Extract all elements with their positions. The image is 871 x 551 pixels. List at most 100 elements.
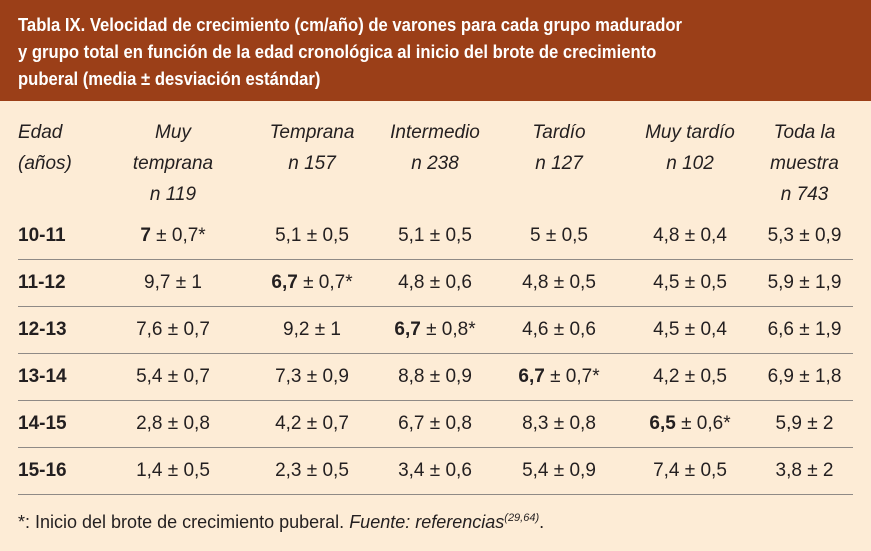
title-line: Tabla IX. Velocidad de crecimiento (cm/a… <box>18 14 683 35</box>
mean-value: 4,2 <box>653 366 680 387</box>
mean-value: 2,8 <box>136 413 163 434</box>
column-header-line: n 119 <box>149 184 197 205</box>
mean-value: 8,3 <box>522 413 549 434</box>
value-cell: 7,4 ± 0,5 <box>624 447 756 495</box>
sd-value: ± 0,6* <box>675 413 731 434</box>
value-cell: 7,6 ± 0,7 <box>98 306 248 354</box>
table-body: 10-11 7 ± 0,7* 5,1 ± 0,5 5,1 ± 0,5 5 ± 0,5 4,… <box>18 213 853 495</box>
value-cell: 7 ± 0,7* <box>98 213 248 260</box>
sd-value: ± 0,9 <box>301 366 349 387</box>
mean-value: 7,6 <box>136 319 163 340</box>
column-header-line: n 238 <box>411 153 459 174</box>
value-cell: 9,7 ± 1 <box>98 259 248 307</box>
footnote-text: *: Inicio del brote de crecimiento puber… <box>18 512 350 532</box>
column-header: Temprana n 157 <box>248 117 376 213</box>
value-cell: 7,3 ± 0,9 <box>248 353 376 401</box>
sd-value: ± 0,5 <box>679 272 727 293</box>
sd-value: ± 1 <box>170 272 202 293</box>
column-header-line: muestra <box>770 153 839 174</box>
mean-value: 4,8 <box>522 272 549 293</box>
sd-value: ± 1,9 <box>794 319 842 340</box>
mean-value: 6,7 <box>398 413 425 434</box>
sd-value: ± 0,7* <box>297 272 353 293</box>
value-cell: 5,3 ± 0,9 <box>756 213 853 260</box>
column-header: Tardío n 127 <box>494 117 624 213</box>
footnote-source: Fuente: referencias(29,64) <box>349 512 539 532</box>
age-cell: 12-13 <box>18 306 98 354</box>
mean-value: 7,4 <box>653 460 680 481</box>
mean-value: 5,1 <box>398 225 425 246</box>
mean-value: 9,2 <box>283 319 310 340</box>
value-cell: 8,8 ± 0,9 <box>376 353 494 401</box>
sd-value: ± 0,9 <box>548 460 596 481</box>
value-cell: 3,8 ± 2 <box>756 447 853 495</box>
mean-value: 5,9 <box>775 413 802 434</box>
sd-value: ± 0,6 <box>424 272 472 293</box>
sd-value: ± 0,8 <box>162 413 210 434</box>
value-cell: 5,1 ± 0,5 <box>248 213 376 260</box>
table-row: 11-12 9,7 ± 1 6,7 ± 0,7* 4,8 ± 0,6 4,8 ± 0,5… <box>18 259 853 307</box>
title-line: puberal (media ± desviación estándar) <box>18 68 321 89</box>
footnote-end: . <box>539 512 545 532</box>
sd-value: ± 0,7* <box>544 366 600 387</box>
age-cell: 13-14 <box>18 353 98 401</box>
sd-value: ± 0,5 <box>424 225 472 246</box>
table-row: 15-16 1,4 ± 0,5 2,3 ± 0,5 3,4 ± 0,6 5,4 ± 0,… <box>18 447 853 495</box>
column-header: Intermedio n 238 <box>376 117 494 213</box>
column-header: Toda la muestra n 743 <box>756 117 853 213</box>
table-row: 14-15 2,8 ± 0,8 4,2 ± 0,7 6,7 ± 0,8 8,3 ± 0,… <box>18 400 853 448</box>
sd-value: ± 0,8 <box>548 413 596 434</box>
column-header-line: n 157 <box>288 153 336 174</box>
value-cell: 5,4 ± 0,9 <box>494 447 624 495</box>
value-cell: 6,6 ± 1,9 <box>756 306 853 354</box>
column-header-line: (años) <box>18 153 72 174</box>
column-header-line: Toda la <box>773 122 836 143</box>
mean-value: 4,5 <box>653 319 680 340</box>
mean-value: 7,3 <box>275 366 302 387</box>
mean-value: 4,5 <box>653 272 680 293</box>
value-cell: 5,9 ± 1,9 <box>756 259 853 307</box>
sd-value: ± 1 <box>309 319 341 340</box>
column-header: Muy tardío n 102 <box>624 117 756 213</box>
mean-value: 6,7 <box>518 366 545 387</box>
value-cell: 1,4 ± 0,5 <box>98 447 248 495</box>
mean-value: 2,3 <box>275 460 302 481</box>
value-cell: 5,1 ± 0,5 <box>376 213 494 260</box>
value-cell: 3,4 ± 0,6 <box>376 447 494 495</box>
column-header-line: Intermedio <box>390 122 480 143</box>
value-cell: 6,5 ± 0,6* <box>624 400 756 448</box>
mean-value: 1,4 <box>136 460 163 481</box>
column-header-line: Temprana <box>269 122 355 143</box>
sd-value: ± 0,7 <box>162 366 210 387</box>
mean-value: 6,5 <box>649 413 676 434</box>
sd-value: ± 0,7* <box>150 225 206 246</box>
mean-value: 6,7 <box>271 272 298 293</box>
mean-value: 5,4 <box>522 460 549 481</box>
sd-value: ± 1,8 <box>794 366 842 387</box>
column-header-line: Muy tardío <box>645 122 735 143</box>
source-refs: (29,64) <box>504 512 540 524</box>
column-header: Edad (años) <box>18 117 98 213</box>
mean-value: 8,8 <box>398 366 425 387</box>
mean-value: 5,1 <box>275 225 302 246</box>
sd-value: ± 0,5 <box>548 272 596 293</box>
sd-value: ± 0,8* <box>420 319 476 340</box>
sd-value: ± 0,5 <box>679 460 727 481</box>
sd-value: ± 0,5 <box>301 225 349 246</box>
table-row: 10-11 7 ± 0,7* 5,1 ± 0,5 5,1 ± 0,5 5 ± 0,5 4,… <box>18 213 853 260</box>
sd-value: ± 0,9 <box>424 366 472 387</box>
header-row: Edad (años) Muy temprana n 119 Temprana n 157 I… <box>18 117 853 213</box>
mean-value: 6,7 <box>394 319 421 340</box>
value-cell: 5,9 ± 2 <box>756 400 853 448</box>
value-cell: 6,9 ± 1,8 <box>756 353 853 401</box>
sd-value: ± 0,6 <box>424 460 472 481</box>
mean-value: 4,2 <box>275 413 302 434</box>
table-title: Tabla IX. Velocidad de crecimiento (cm/a… <box>0 0 871 101</box>
value-cell: 5 ± 0,5 <box>494 213 624 260</box>
value-cell: 2,8 ± 0,8 <box>98 400 248 448</box>
sd-value: ± 0,7 <box>162 319 210 340</box>
sd-value: ± 0,4 <box>679 319 727 340</box>
mean-value: 3,4 <box>398 460 425 481</box>
value-cell: 4,8 ± 0,5 <box>494 259 624 307</box>
value-cell: 4,5 ± 0,5 <box>624 259 756 307</box>
